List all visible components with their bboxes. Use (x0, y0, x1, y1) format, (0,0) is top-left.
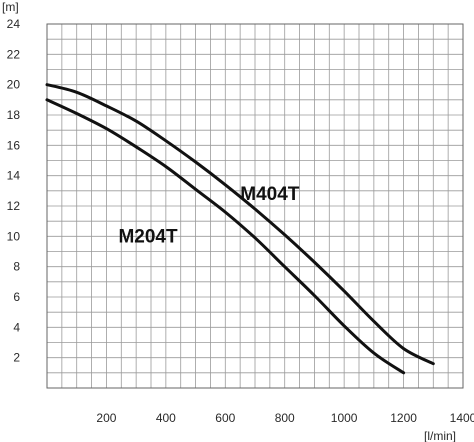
plot-border (46, 23, 464, 389)
series-label-m204t: M204T (118, 226, 178, 247)
series-line-m204t (45, 98, 406, 375)
x-tick-label: 400 (156, 411, 176, 425)
grid (47, 24, 463, 388)
x-tick-label: 800 (275, 411, 295, 425)
y-tick-label: 8 (13, 260, 20, 274)
x-axis-unit: [l/min] (424, 429, 456, 442)
x-tick-label: 1200 (390, 411, 417, 425)
x-tick-labels: 200 400 600 800 1000 1200 1400 (96, 411, 474, 425)
x-tick-label: 1000 (331, 411, 358, 425)
x-tick-label: 600 (215, 411, 235, 425)
y-tick-label: 14 (7, 169, 21, 183)
x-tick-label: 1400 (450, 411, 474, 425)
series-labels: M404T M204T (118, 184, 299, 247)
y-tick-label: 16 (7, 138, 21, 152)
y-tick-label: 10 (7, 229, 21, 243)
y-tick-label: 20 (7, 78, 21, 92)
y-tick-label: 24 (7, 17, 21, 31)
series-line-m404t (45, 83, 435, 366)
y-tick-label: 6 (13, 290, 20, 304)
plot-frame (46, 23, 464, 389)
y-tick-label: 4 (13, 320, 20, 334)
series-label-m404t: M404T (240, 184, 300, 205)
y-axis-unit: [m] (2, 0, 19, 14)
y-tick-label: 22 (7, 47, 21, 61)
y-tick-label: 2 (13, 351, 20, 365)
x-tick-label: 200 (96, 411, 116, 425)
series-lines (45, 83, 435, 375)
y-tick-label: 18 (7, 108, 21, 122)
y-tick-label: 12 (7, 199, 21, 213)
